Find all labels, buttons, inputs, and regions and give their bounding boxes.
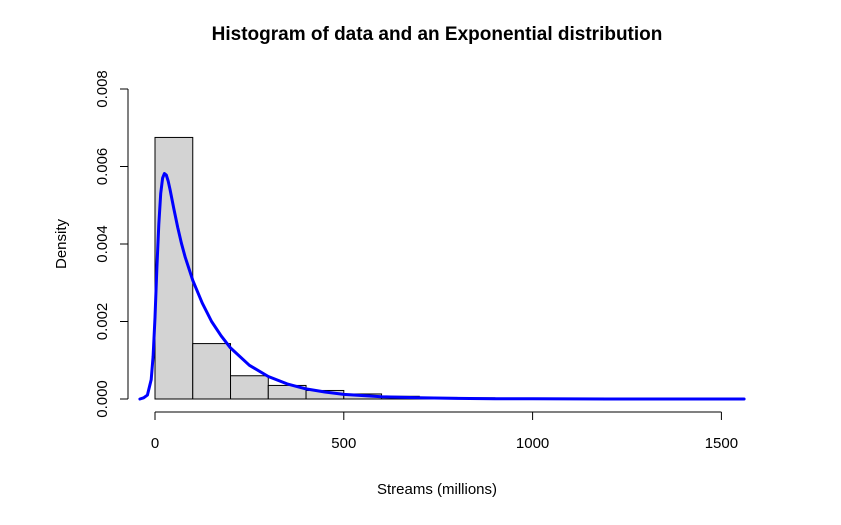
x-tick-label: 0 bbox=[151, 435, 159, 452]
x-tick-label: 1000 bbox=[516, 435, 549, 452]
histogram-bar bbox=[230, 375, 269, 400]
y-tick-label: 0.006 bbox=[94, 148, 111, 186]
x-tick-label: 1500 bbox=[705, 435, 738, 452]
y-axis: 0.000 0.002 0.004 0.006 0.008 bbox=[94, 70, 129, 418]
y-tick-label: 0.008 bbox=[94, 70, 111, 108]
x-axis-label: Streams (millions) bbox=[377, 481, 497, 498]
y-tick-label: 0.004 bbox=[94, 225, 111, 263]
y-tick-label: 0.000 bbox=[94, 380, 111, 418]
y-tick-label: 0.002 bbox=[94, 303, 111, 341]
exponential-density-curve bbox=[138, 172, 746, 401]
histogram-bars bbox=[154, 136, 571, 400]
histogram-bar bbox=[192, 343, 232, 400]
x-axis: 0 500 1000 1500 bbox=[151, 411, 738, 452]
chart-title: Histogram of data and an Exponential dis… bbox=[212, 24, 663, 45]
y-axis-label: Density bbox=[53, 218, 70, 269]
histogram-bar bbox=[154, 136, 194, 400]
x-tick-label: 500 bbox=[331, 435, 356, 452]
